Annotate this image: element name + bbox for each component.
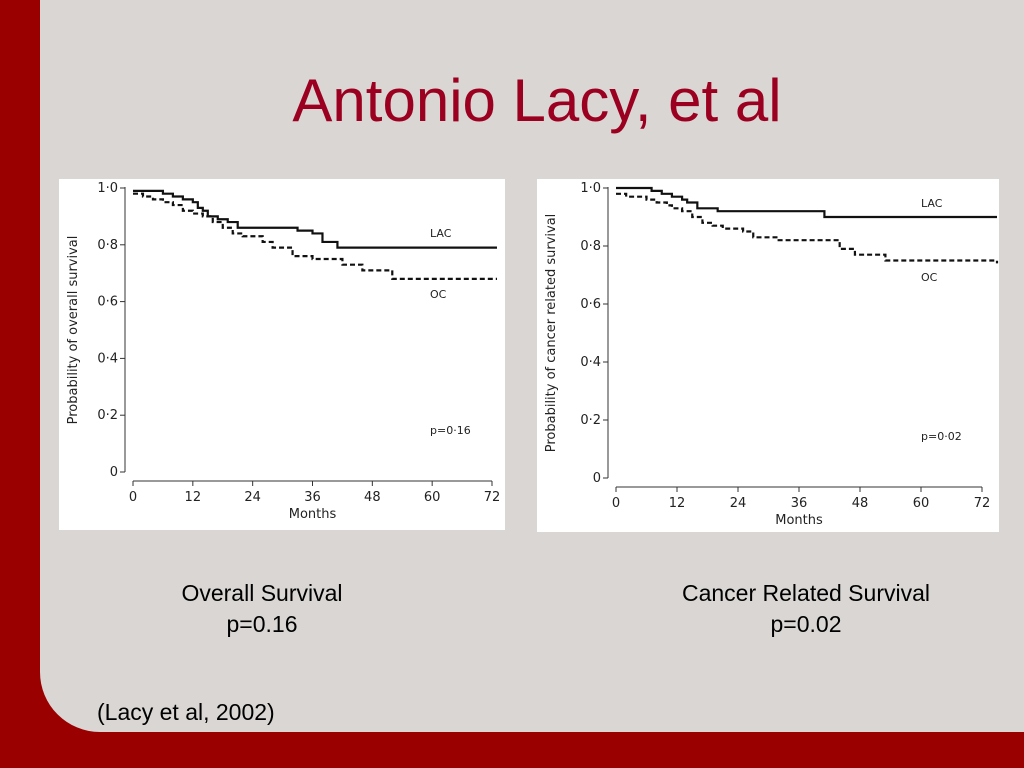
- y-tick-label: 0·8: [580, 239, 601, 254]
- series-label-lac: LAC: [430, 227, 452, 240]
- cancer-survival-caption-title: Cancer Related Survival: [681, 580, 930, 606]
- y-tick-label: 1·0: [580, 181, 601, 196]
- overall-survival-caption-pvalue: p=0.16: [226, 611, 298, 637]
- x-tick-label: 72: [974, 496, 991, 511]
- y-tick-label: 0: [110, 465, 118, 480]
- p-value-annotation: p=0·02: [921, 430, 962, 443]
- x-tick-label: 60: [424, 490, 441, 505]
- x-tick-label: 0: [129, 490, 137, 505]
- y-tick-label: 0·2: [97, 408, 118, 423]
- y-tick-label: 1·0: [97, 181, 118, 196]
- y-tick-label: 0·8: [97, 238, 118, 253]
- overall-survival-caption: Overall Survival p=0.16: [112, 578, 412, 640]
- x-tick-label: 48: [364, 490, 381, 505]
- y-tick-label: 0·6: [580, 297, 601, 312]
- cancer-survival-caption: Cancer Related Survival p=0.02: [656, 578, 956, 640]
- series-lac-line: [616, 186, 997, 219]
- x-tick-label: 24: [244, 490, 261, 505]
- series-lac-line: [133, 189, 497, 249]
- x-tick-label: 48: [852, 496, 869, 511]
- series-label-oc: OC: [921, 271, 938, 284]
- cancer-related-survival-chart-panel: 0 0·2 0·4 0·6 0·8 1·0 0 12 24 36 48 60 72 Months Proba…: [537, 179, 999, 532]
- x-tick-label: 0: [612, 496, 620, 511]
- cancer-related-survival-chart: 0 0·2 0·4 0·6 0·8 1·0 0 12 24 36 48 60 72 Months Proba…: [544, 181, 999, 528]
- cancer-survival-caption-pvalue: p=0.02: [770, 611, 842, 637]
- x-tick-label: 72: [484, 490, 501, 505]
- slide-title: Antonio Lacy, et al: [292, 67, 782, 134]
- overall-survival-caption-title: Overall Survival: [181, 580, 343, 606]
- x-tick-label: 36: [791, 496, 808, 511]
- y-tick-label: 0·6: [97, 295, 118, 310]
- overall-survival-chart-panel: 0 0·2 0·4 0·6 0·8 1·0 0 12 24 36 48 60 72 Months Proba…: [59, 179, 505, 530]
- x-tick-label: 60: [913, 496, 930, 511]
- x-tick-label: 24: [730, 496, 747, 511]
- x-axis-title: Months: [775, 513, 823, 528]
- overall-survival-chart: 0 0·2 0·4 0·6 0·8 1·0 0 12 24 36 48 60 72 Months Proba…: [66, 181, 501, 522]
- series-oc-line: [133, 192, 497, 280]
- x-tick-label: 12: [185, 490, 202, 505]
- x-tick-label: 36: [304, 490, 321, 505]
- y-tick-label: 0·4: [97, 351, 118, 366]
- y-tick-label: 0·2: [580, 413, 601, 428]
- y-tick-label: 0: [593, 471, 601, 486]
- citation: (Lacy et al, 2002): [97, 699, 275, 725]
- y-axis-title: Probability of overall survival: [66, 236, 81, 425]
- x-tick-label: 12: [669, 496, 686, 511]
- y-tick-label: 0·4: [580, 355, 601, 370]
- p-value-annotation: p=0·16: [430, 424, 471, 437]
- y-axis-title: Probability of cancer related survival: [544, 214, 559, 453]
- x-axis-title: Months: [289, 507, 337, 522]
- series-label-lac: LAC: [921, 197, 943, 210]
- series-label-oc: OC: [430, 288, 447, 301]
